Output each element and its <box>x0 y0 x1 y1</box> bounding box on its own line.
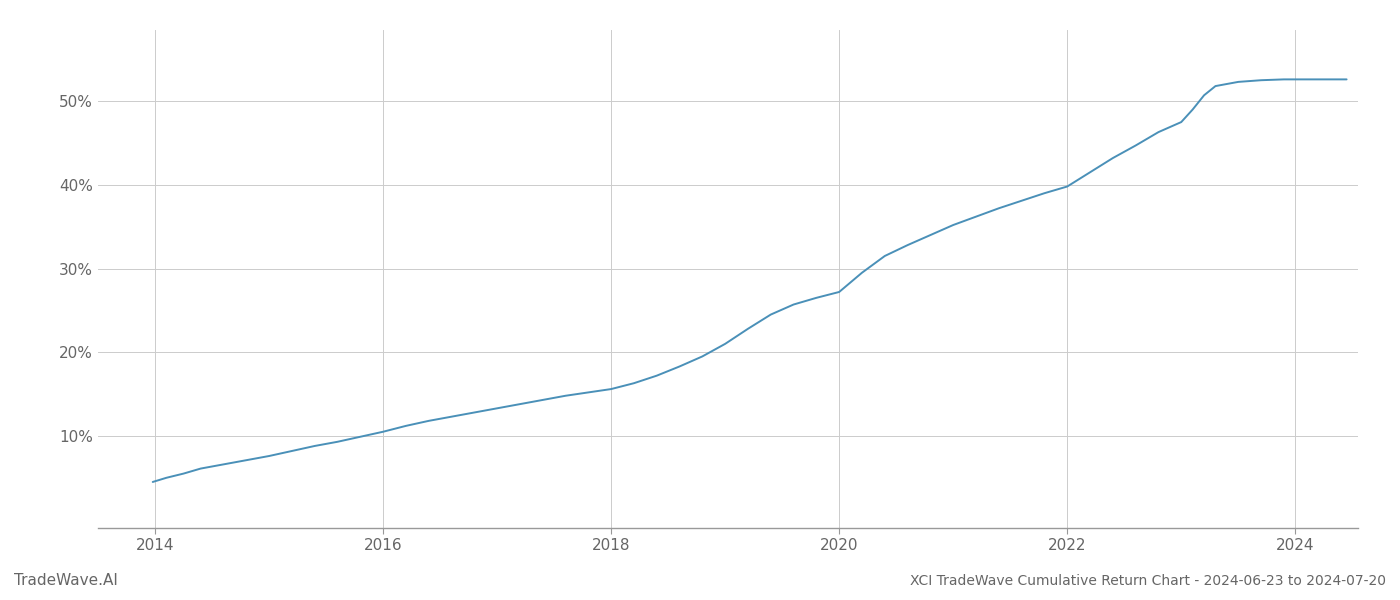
Text: TradeWave.AI: TradeWave.AI <box>14 573 118 588</box>
Text: XCI TradeWave Cumulative Return Chart - 2024-06-23 to 2024-07-20: XCI TradeWave Cumulative Return Chart - … <box>910 574 1386 588</box>
